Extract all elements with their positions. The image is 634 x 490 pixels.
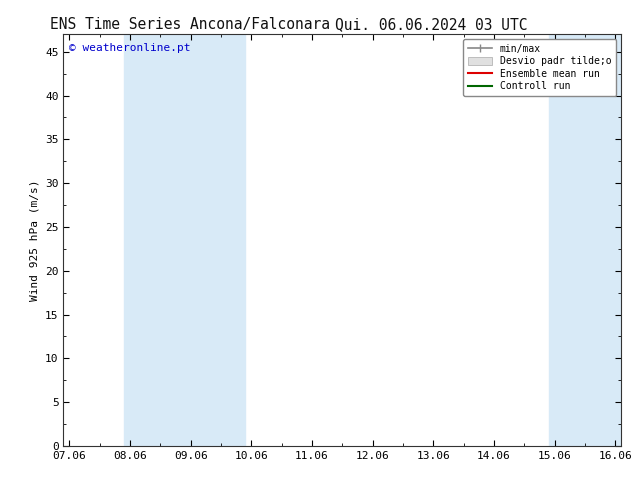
Bar bbox=[124, 34, 245, 446]
Text: ENS Time Series Ancona/Falconara: ENS Time Series Ancona/Falconara bbox=[50, 17, 330, 32]
Text: © weatheronline.pt: © weatheronline.pt bbox=[69, 43, 190, 52]
Legend: min/max, Desvio padr tilde;o, Ensemble mean run, Controll run: min/max, Desvio padr tilde;o, Ensemble m… bbox=[463, 39, 616, 96]
Text: Qui. 06.06.2024 03 UTC: Qui. 06.06.2024 03 UTC bbox=[335, 17, 527, 32]
Y-axis label: Wind 925 hPa (m/s): Wind 925 hPa (m/s) bbox=[30, 179, 39, 301]
Bar bbox=[548, 34, 621, 446]
